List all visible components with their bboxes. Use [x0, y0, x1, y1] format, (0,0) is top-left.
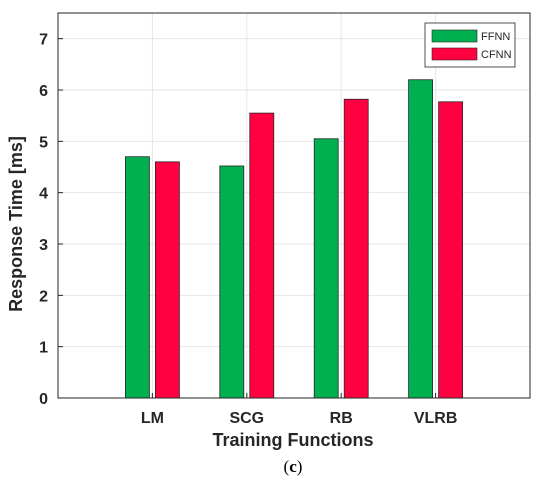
legend-swatch-ffnn — [431, 29, 478, 43]
caption-open-paren: ( — [284, 457, 290, 476]
y-tick-label: 4 — [39, 186, 48, 203]
bar-ffnn-scg — [219, 165, 245, 399]
x-axis-label: Training Functions — [213, 430, 374, 450]
caption-letter: c — [289, 457, 297, 476]
legend-label-cfnn: CFNN — [481, 49, 512, 61]
bar-ffnn-vlrb — [408, 79, 434, 399]
bar-cfnn-scg — [249, 112, 275, 399]
y-axis-ticks: 0 1 2 3 4 5 6 7 — [39, 32, 63, 408]
bars-group — [125, 79, 464, 399]
x-tick-label: VLRB — [414, 410, 458, 427]
x-tick-label: RB — [330, 410, 353, 427]
y-tick-label: 3 — [39, 237, 48, 254]
y-tick-label: 6 — [39, 83, 48, 100]
legend-swatch-cfnn — [431, 47, 478, 61]
bar-cfnn-vlrb — [438, 101, 464, 399]
plot-area-frame — [57, 12, 531, 399]
y-tick-label: 5 — [39, 134, 48, 151]
caption-close-paren: ) — [297, 457, 303, 476]
y-tick-label: 7 — [39, 32, 48, 49]
y-axis-label: Response Time [ms] — [6, 136, 26, 312]
x-axis-ticks: LM SCG RB VLRB — [141, 393, 458, 427]
y-tick-label: 0 — [39, 391, 48, 408]
bar-cfnn-lm — [154, 161, 180, 399]
figure-caption: (c) — [284, 457, 303, 476]
bar-ffnn-lm — [125, 156, 150, 399]
y-tick-label: 1 — [39, 340, 48, 357]
legend-label-ffnn: FFNN — [481, 31, 510, 43]
legend: FFNN CFNN — [424, 22, 516, 68]
x-tick-label: LM — [141, 410, 164, 427]
x-tick-label: SCG — [229, 410, 264, 427]
bar-cfnn-rb — [343, 98, 369, 399]
bar-ffnn-rb — [313, 138, 339, 399]
y-tick-label: 2 — [39, 288, 48, 305]
